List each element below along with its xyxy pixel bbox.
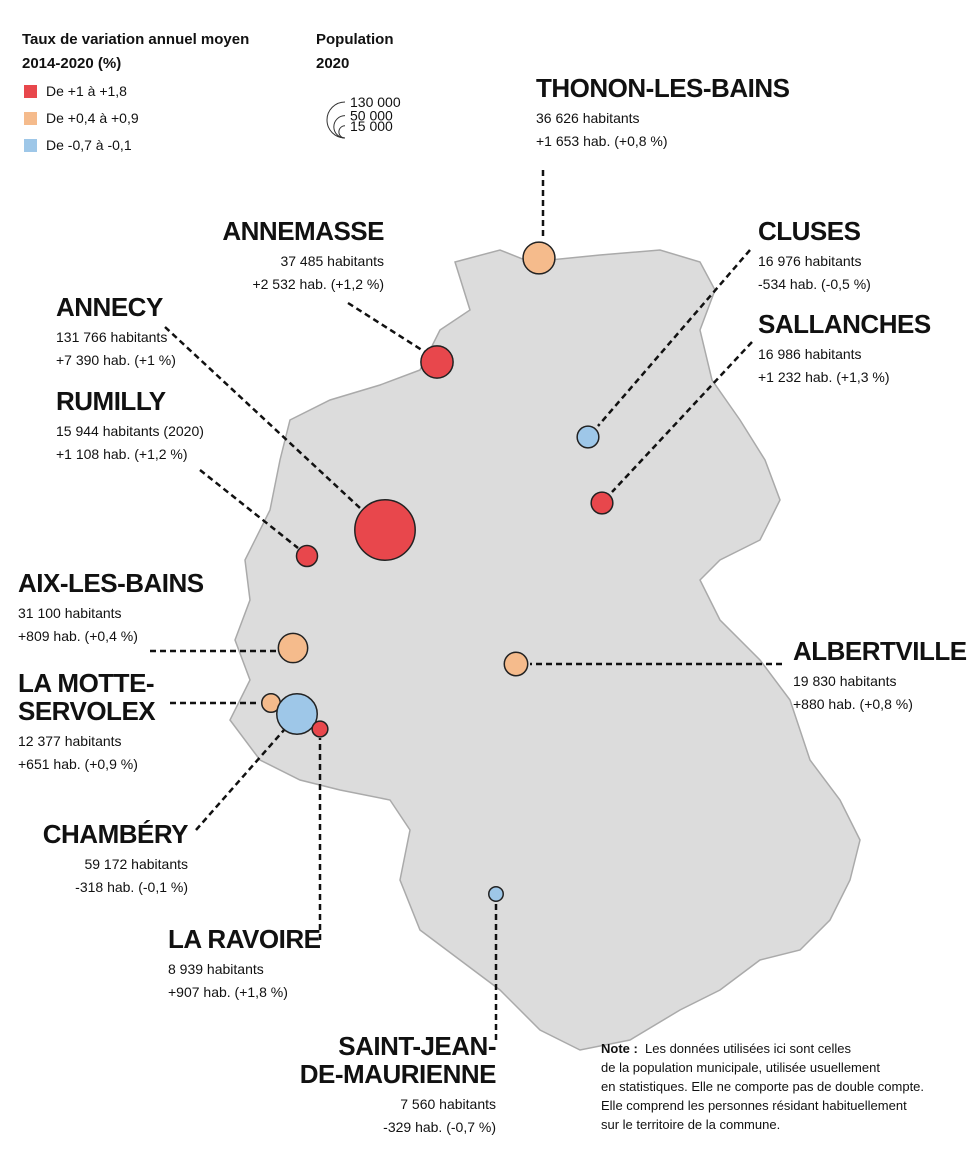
city-name: LA MOTTE-	[18, 668, 154, 698]
legend-title: 2020	[316, 55, 349, 72]
city-bubble	[276, 693, 318, 735]
city-name: RUMILLY	[56, 386, 166, 416]
legend-size-arc	[326, 101, 346, 139]
city-name: ALBERTVILLE	[793, 636, 967, 666]
legend-size-arc	[338, 125, 346, 139]
legend-size-label: 50 000	[350, 108, 393, 124]
note-label: Note :	[601, 1041, 638, 1056]
city-bubble	[311, 720, 329, 738]
city-change: -329 hab. (-0,7 %)	[383, 1119, 496, 1135]
city-name: ANNEMASSE	[222, 216, 384, 246]
city-name: DE-MAURIENNE	[300, 1059, 496, 1089]
leader-line	[597, 249, 751, 427]
city-population: 37 485 habitants	[280, 253, 384, 269]
city-bubble	[420, 345, 454, 379]
city-change: +809 hab. (+0,4 %)	[18, 628, 138, 644]
city-bubble	[522, 241, 556, 275]
city-population: 19 830 habitants	[793, 673, 897, 689]
city-change: -318 hab. (-0,1 %)	[75, 879, 188, 895]
legend-size-label: 15 000	[350, 118, 393, 134]
city-change: +2 532 hab. (+1,2 %)	[252, 276, 384, 292]
city-change: +907 hab. (+1,8 %)	[168, 984, 288, 1000]
leader-line	[164, 326, 361, 509]
legend-swatch	[24, 139, 37, 152]
city-bubble	[277, 632, 309, 664]
city-population: 16 976 habitants	[758, 253, 862, 269]
city-change: +1 232 hab. (+1,3 %)	[758, 369, 890, 385]
leader-line	[195, 729, 285, 831]
city-bubble	[503, 651, 529, 677]
city-name: THONON-LES-BAINS	[536, 73, 790, 103]
city-change: +7 390 hab. (+1 %)	[56, 352, 176, 368]
city-name: LA RAVOIRE	[168, 924, 321, 954]
city-change: +1 108 hab. (+1,2 %)	[56, 446, 188, 462]
city-name: SAINT-JEAN-	[338, 1031, 496, 1061]
city-change: +1 653 hab. (+0,8 %)	[536, 133, 668, 149]
city-name: AIX-LES-BAINS	[18, 568, 204, 598]
legend-title: Taux de variation annuel moyen	[22, 31, 249, 48]
leader-line	[199, 469, 299, 549]
note-line: Elle comprend les personnes résidant hab…	[601, 1098, 907, 1113]
legend-swatch	[24, 112, 37, 125]
legend-title: 2014-2020 (%)	[22, 55, 121, 72]
note-line: de la population municipale, utilisée us…	[601, 1060, 880, 1075]
city-bubble	[354, 499, 416, 561]
city-population: 131 766 habitants	[56, 329, 167, 345]
city-name: SERVOLEX	[18, 696, 156, 726]
leader-line	[347, 301, 426, 354]
city-population: 12 377 habitants	[18, 733, 122, 749]
city-name: CHAMBÉRY	[43, 819, 188, 849]
city-population: 16 986 habitants	[758, 346, 862, 362]
legend-size-label: 130 000	[350, 94, 401, 110]
leader-line	[611, 341, 753, 493]
city-population: 7 560 habitants	[400, 1096, 496, 1112]
note-line: Les données utilisées ici sont celles	[645, 1041, 851, 1056]
city-name: CLUSES	[758, 216, 861, 246]
city-population: 59 172 habitants	[84, 856, 188, 872]
city-name: SALLANCHES	[758, 309, 931, 339]
city-population: 31 100 habitants	[18, 605, 122, 621]
city-change: +880 hab. (+0,8 %)	[793, 696, 913, 712]
legend-label: De -0,7 à -0,1	[46, 137, 132, 153]
city-bubble	[576, 425, 600, 449]
city-population: 15 944 habitants (2020)	[56, 423, 204, 439]
city-bubble	[295, 544, 319, 568]
city-change: +651 hab. (+0,9 %)	[18, 756, 138, 772]
city-change: -534 hab. (-0,5 %)	[758, 276, 871, 292]
city-bubble	[488, 886, 504, 902]
city-name: ANNECY	[56, 292, 163, 322]
region-map	[229, 249, 861, 1051]
legend-title: Population	[316, 31, 394, 48]
city-bubble	[590, 491, 614, 515]
legend-swatch	[24, 85, 37, 98]
city-population: 36 626 habitants	[536, 110, 640, 126]
legend-label: De +0,4 à +0,9	[46, 110, 139, 126]
note-line: en statistiques. Elle ne comporte pas de…	[601, 1079, 924, 1094]
city-population: 8 939 habitants	[168, 961, 264, 977]
legend-label: De +1 à +1,8	[46, 83, 127, 99]
note-line: sur le territoire de la commune.	[601, 1117, 780, 1132]
